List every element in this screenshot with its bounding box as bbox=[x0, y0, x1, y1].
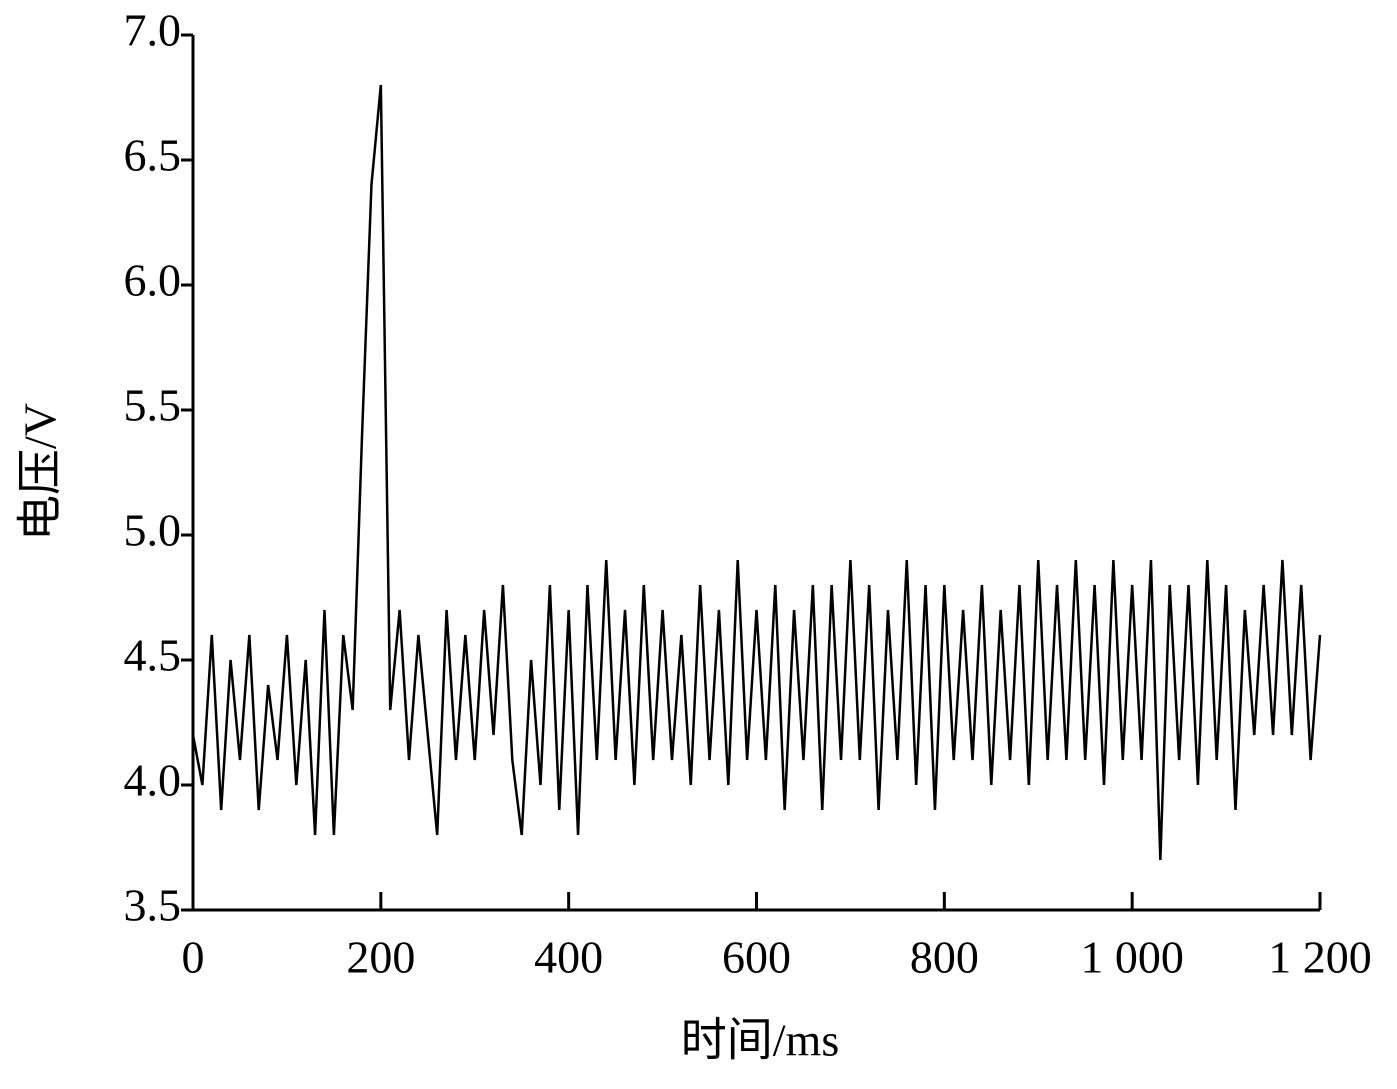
y-tick-label: 3.5 bbox=[124, 880, 182, 931]
x-axis-label: 时间/ms bbox=[681, 1015, 839, 1066]
x-tick-label: 1 200 bbox=[1268, 932, 1372, 983]
y-tick-label: 5.0 bbox=[124, 505, 182, 556]
y-tick-label: 4.5 bbox=[124, 630, 182, 681]
x-tick-label: 400 bbox=[534, 932, 603, 983]
x-tick-label: 600 bbox=[722, 932, 791, 983]
y-axis-label: 电压/V bbox=[15, 403, 66, 541]
signal-line bbox=[191, 84, 1322, 861]
x-tick-label: 800 bbox=[910, 932, 979, 983]
y-tick-label: 6.0 bbox=[124, 255, 182, 306]
y-tick-label: 4.0 bbox=[124, 755, 182, 806]
x-tick-label: 200 bbox=[346, 932, 415, 983]
y-tick-label: 6.5 bbox=[124, 130, 182, 181]
x-tick-label: 1 000 bbox=[1080, 932, 1184, 983]
x-tick-label: 0 bbox=[182, 932, 205, 983]
y-tick-label: 7.0 bbox=[124, 5, 182, 56]
y-tick-label: 5.5 bbox=[124, 380, 182, 431]
